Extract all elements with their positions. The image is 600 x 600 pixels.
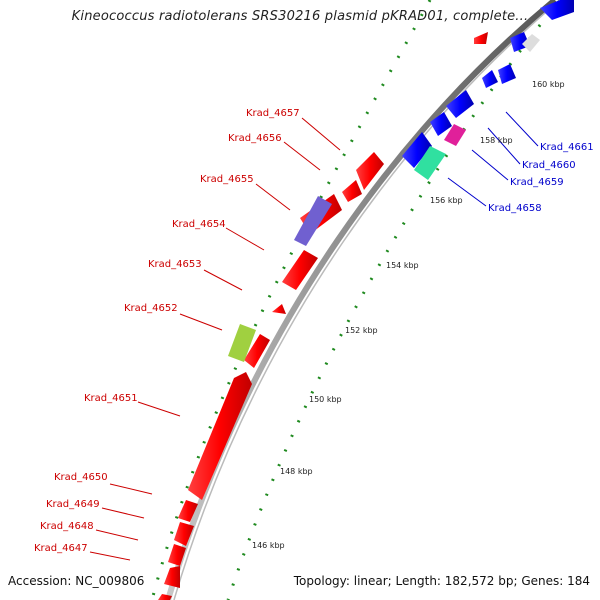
cds-arrow[interactable] [402,132,432,168]
gene-label[interactable]: Krad_4655 [200,174,254,185]
gene-label[interactable]: Krad_4653 [148,259,202,270]
gene-label[interactable]: Krad_4650 [54,472,108,483]
gene-label[interactable]: Krad_4647 [34,543,88,554]
backbone-arc-shadow [173,0,561,600]
tick-label: 146 kbp [252,541,285,550]
cds-arrow[interactable] [178,500,198,522]
leader-lines [89,111,539,561]
cds-arrow[interactable] [168,544,186,566]
gene-label[interactable]: Krad_4661 [540,142,594,153]
gene-label[interactable]: Krad_4659 [510,177,564,188]
cds-arrow[interactable] [272,304,286,314]
reverse-cds-track [402,0,574,168]
tick-label: 160 kbp [532,80,565,89]
tick-label: 156 kbp [430,196,463,205]
tick-label: 154 kbp [386,261,419,270]
cds-arrow[interactable] [482,70,498,88]
tick-label: 150 kbp [309,395,342,404]
cds-arrow[interactable] [174,522,194,546]
cog-box-teal[interactable] [414,146,446,180]
gene-label[interactable]: Krad_4652 [124,303,178,314]
inner-dot-track [226,0,562,600]
cds-box-grey[interactable] [522,34,540,52]
gene-label[interactable]: Krad_4656 [228,133,282,144]
backbone-arc [165,0,557,600]
cds-arrow[interactable] [446,90,474,118]
gene-label[interactable]: Krad_4654 [172,219,226,230]
cds-arrow[interactable] [342,180,362,202]
cds-arrow[interactable] [498,64,516,84]
gene-label[interactable]: Krad_4648 [40,521,94,532]
gene-label[interactable]: Krad_4658 [488,203,542,214]
cds-arrow[interactable] [188,372,252,500]
cog-box-magenta[interactable] [444,124,466,146]
cds-arrow[interactable] [164,566,180,588]
summary-text: Topology: linear; Length: 182,572 bp; Ge… [293,574,590,588]
cds-arrow[interactable] [474,32,488,44]
gene-label[interactable]: Krad_4657 [246,108,300,119]
map-title: Kineococcus radiotolerans SRS30216 plasm… [71,9,529,24]
tick-label: 158 kbp [480,136,513,145]
gene-label[interactable]: Krad_4649 [46,499,100,510]
accession-text: Accession: NC_009806 [8,574,145,588]
tick-label: 148 kbp [280,467,313,476]
cds-arrow[interactable] [540,0,574,20]
cog-box-purple[interactable] [294,196,332,246]
cds-arrow[interactable] [158,594,172,600]
cog-box-green[interactable] [228,324,256,362]
gene-label[interactable]: Krad_4651 [84,393,138,404]
cds-arrow[interactable] [356,152,384,190]
cds-arrow[interactable] [244,334,270,368]
gene-label[interactable]: Krad_4660 [522,160,576,171]
cds-arrow[interactable] [430,112,452,136]
cds-arrow[interactable] [282,250,318,290]
tick-label: 152 kbp [345,326,378,335]
